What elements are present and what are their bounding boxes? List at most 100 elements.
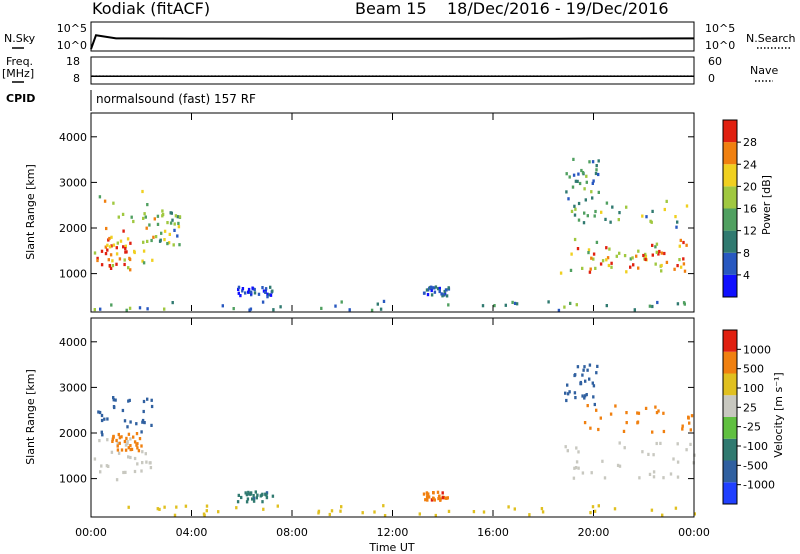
heatmap-cell — [265, 496, 269, 500]
heatmap-cell — [178, 243, 181, 247]
heatmap-cell — [171, 301, 174, 305]
colorbar-tick-label: 4 — [743, 269, 750, 282]
heatmap-cell — [100, 418, 104, 423]
heatmap-cell — [430, 293, 434, 297]
heatmap-cell — [441, 491, 444, 495]
heatmap-cell — [636, 421, 639, 425]
heatmap-cell — [655, 242, 659, 246]
heatmap-cell — [434, 285, 438, 289]
heatmap-cell — [606, 256, 610, 260]
colorbar-tick-label: 25 — [743, 401, 757, 414]
heatmap-cell — [599, 416, 602, 420]
heatmap-cell — [142, 240, 145, 244]
heatmap-cell — [104, 245, 107, 249]
heatmap-cell — [678, 258, 681, 262]
heatmap-cell — [118, 441, 121, 445]
heatmap-cell — [153, 217, 156, 221]
colorbar-segment — [723, 252, 737, 275]
colorbar-tick-label: 20 — [743, 180, 757, 193]
heatmap-cell — [112, 201, 115, 205]
heatmap-cell — [427, 288, 430, 292]
heatmap-cell — [269, 293, 273, 297]
heatmap-cell — [654, 405, 657, 409]
heatmap-cell — [618, 464, 622, 468]
heatmap-cell — [251, 497, 254, 501]
heatmap-cell — [592, 257, 595, 261]
heatmap-cell — [129, 420, 132, 424]
heatmap-cell — [581, 266, 584, 270]
heatmap-cell — [580, 168, 583, 173]
heatmap-cell — [114, 398, 117, 402]
heatmap-cell — [616, 463, 620, 467]
heatmap-cell — [103, 199, 107, 203]
heatmap-cell — [682, 240, 685, 245]
heatmap-cell — [685, 243, 688, 247]
heatmap-cell — [136, 446, 139, 450]
colorbar-tick-label: -500 — [743, 459, 768, 472]
heatmap-cell — [128, 398, 131, 402]
colorbar-segment — [723, 142, 737, 165]
heatmap-cell — [681, 427, 684, 431]
heatmap-cell — [575, 303, 578, 307]
heatmap-cell — [583, 396, 586, 400]
heatmap-cell — [160, 231, 163, 235]
heatmap-cell — [163, 307, 166, 311]
heatmap-cell — [676, 264, 679, 268]
heatmap-cell — [589, 426, 592, 430]
nsky-right-tick-bottom: 10^0 — [705, 39, 735, 52]
heatmap-cell — [138, 306, 142, 310]
colorbar-tick-label: 100 — [743, 382, 764, 395]
heatmap-cell — [493, 304, 496, 308]
heatmap-cell — [574, 207, 577, 211]
heatmap-cell — [143, 212, 146, 216]
heatmap-cell — [97, 410, 100, 414]
heatmap-cell — [645, 215, 648, 219]
power-panel: 1000 2000 3000 4000 Slant Range [km] 4 8 12 16… — [24, 112, 773, 313]
heatmap-cell — [141, 450, 144, 454]
heatmap-cell — [123, 258, 126, 262]
freq-panel: Freq. [MHz] 18 8 60 0 Nave — [2, 55, 778, 85]
heatmap-cell — [376, 302, 379, 306]
heatmap-cell — [122, 470, 125, 475]
heatmap-cell — [592, 384, 596, 388]
heatmap-cell — [625, 411, 628, 415]
heatmap-cell — [597, 159, 600, 163]
heatmap-cell — [140, 430, 143, 434]
heatmap-cell — [252, 496, 256, 501]
heatmap-cell — [591, 505, 595, 509]
heatmap-cell — [644, 257, 647, 261]
heatmap-cell — [655, 411, 659, 415]
heatmap-cell — [255, 496, 258, 500]
heatmap-cell — [690, 414, 694, 418]
heatmap-cell — [507, 505, 510, 509]
velocity-heatmap — [93, 363, 696, 518]
heatmap-cell — [105, 226, 108, 231]
heatmap-cell — [597, 427, 600, 432]
heatmap-cell — [599, 262, 603, 266]
heatmap-cell — [382, 504, 385, 508]
y-tick-label: 4000 — [59, 131, 87, 144]
heatmap-cell — [572, 173, 576, 177]
heatmap-cell — [330, 509, 334, 513]
heatmap-cell — [141, 259, 144, 263]
heatmap-cell — [116, 444, 119, 448]
heatmap-cell — [672, 457, 675, 461]
heatmap-cell — [650, 508, 654, 512]
heatmap-cell — [593, 402, 596, 407]
heatmap-cell — [373, 510, 376, 514]
x-axis: 00:00 04:00 08:00 12:00 16:00 20:00 00:00 — [75, 113, 710, 539]
heatmap-cell — [565, 172, 568, 176]
heatmap-cell — [636, 411, 639, 415]
heatmap-cell — [629, 265, 632, 269]
heatmap-cell — [112, 396, 115, 400]
heatmap-cell — [124, 244, 127, 248]
heatmap-cell — [685, 448, 688, 452]
heatmap-cell — [566, 383, 569, 387]
heatmap-cell — [110, 450, 114, 454]
heatmap-cell — [472, 510, 476, 514]
heatmap-cell — [137, 449, 141, 453]
heatmap-cell — [100, 249, 104, 253]
heatmap-cell — [124, 470, 127, 474]
heatmap-cell — [595, 240, 599, 244]
heatmap-cell — [115, 262, 118, 266]
